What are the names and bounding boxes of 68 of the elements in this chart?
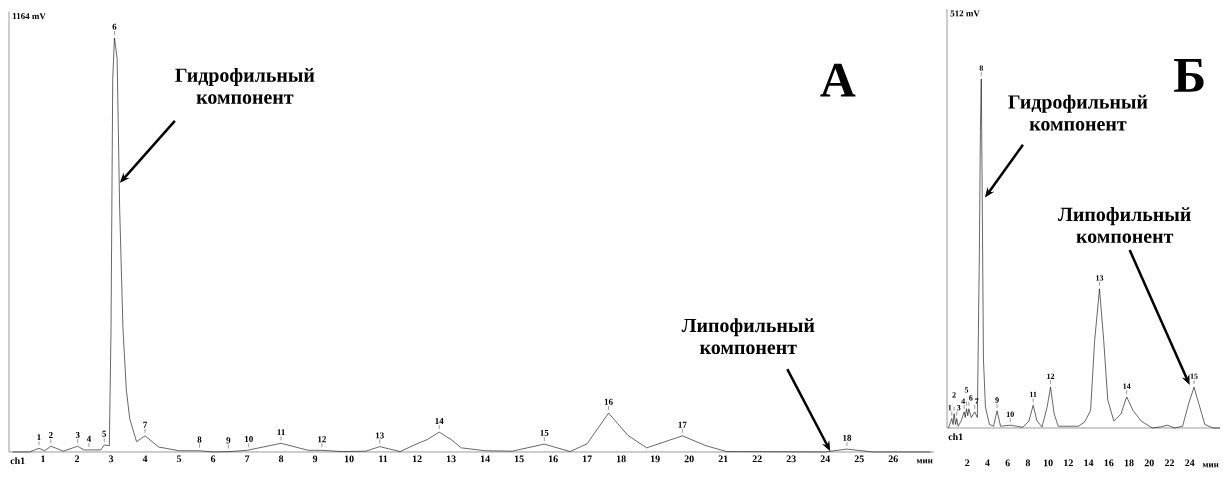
x-tick-label: 21 <box>718 455 728 463</box>
x-tick-label: 19 <box>650 455 660 463</box>
x-tick-label: 14 <box>480 455 490 463</box>
x-tick-label: 24 <box>820 455 830 463</box>
x-tick-label: 8 <box>278 455 284 463</box>
x-tick-label: 18 <box>616 455 626 463</box>
x-tick-label: 6 <box>210 455 216 463</box>
x-tick-label: 7 <box>245 455 250 463</box>
x-tick-label: 16 <box>1104 459 1114 467</box>
annotation: 12 <box>318 436 326 443</box>
x-tick-label: 20 <box>1144 459 1154 467</box>
annotation: 7 <box>143 421 148 428</box>
annotation: 18 <box>843 434 852 441</box>
y-axis-title: 1164 mV <box>12 13 46 20</box>
y-axis-title: 512 mV <box>950 10 980 17</box>
annotation: 17 <box>678 421 687 428</box>
x-tick-label: 10 <box>1043 459 1053 467</box>
annotation: 16 <box>604 398 613 405</box>
annotation: Гидрофильный компонент <box>175 67 315 104</box>
x-tick-label: 12 <box>1064 459 1073 467</box>
annotation: 11 <box>277 429 285 436</box>
x-tick-label: 18 <box>1124 459 1134 467</box>
annotation: 1 <box>37 434 41 441</box>
annotation: 9 <box>226 437 231 444</box>
chart-title: Б <box>1174 59 1204 92</box>
x-tick-label: 8 <box>1025 459 1031 467</box>
x-tick-label: 15 <box>514 455 524 463</box>
x-tick-label: 17 <box>582 455 592 463</box>
annotation: 14 <box>435 417 444 424</box>
annotation: 8 <box>197 436 202 443</box>
annotation: 15 <box>540 429 549 436</box>
annotation: Гидрофильный компонент <box>1008 94 1148 131</box>
x-tick-label: 11 <box>379 455 388 463</box>
annotation: 4 <box>86 435 91 442</box>
x-tick-label: 22 <box>752 455 762 463</box>
x-tick-label: 26 <box>888 455 898 463</box>
annotation: 5 <box>102 430 107 437</box>
x-tick-label: 1 <box>41 455 45 463</box>
x-tick-label: 20 <box>684 455 694 463</box>
x-tick-label: 22 <box>1164 459 1175 467</box>
x-tick-label: 23 <box>786 455 796 463</box>
x-axis-title: мин <box>916 459 933 464</box>
annotation: 2 <box>48 432 53 438</box>
annotation: 3 <box>75 431 80 438</box>
chart-title: А <box>820 63 856 97</box>
x-tick-label: 4 <box>985 459 990 467</box>
text: ch1 <box>948 433 963 441</box>
annotation: 13 <box>375 432 384 439</box>
x-tick-label: 13 <box>446 455 456 463</box>
x-tick-label: 9 <box>312 455 318 463</box>
annotation: Липофильный компонент <box>1058 207 1191 244</box>
x-tick-label: 12 <box>412 455 422 463</box>
x-tick-label: 2 <box>965 459 970 467</box>
x-tick-label: 24 <box>1185 459 1195 467</box>
annotation: Липофильный компонент <box>681 318 815 355</box>
x-tick-label: 10 <box>344 455 354 463</box>
x-tick-label: 25 <box>854 455 864 463</box>
annotation: 10 <box>245 436 253 443</box>
text: ch1 <box>10 457 25 465</box>
x-tick-label: 2 <box>74 455 80 463</box>
x-tick-label: 4 <box>142 455 148 463</box>
x-tick-label: 14 <box>1084 459 1094 467</box>
x-tick-label: 3 <box>108 455 114 463</box>
x-tick-label: 6 <box>1005 459 1010 467</box>
x-tick-label: 5 <box>176 455 182 463</box>
x-axis-title: мин <box>1202 463 1219 468</box>
x-tick-label: 16 <box>548 455 558 463</box>
annotation: 6 <box>112 23 117 30</box>
